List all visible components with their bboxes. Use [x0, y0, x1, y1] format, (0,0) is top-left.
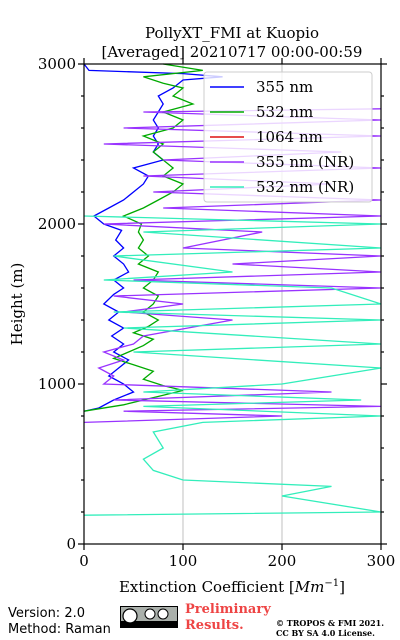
copyright-notice: © TROPOS & FMI 2021. CC BY SA 4.0 Licens… [276, 618, 384, 638]
preliminary-notice: Preliminary Results. [185, 602, 271, 634]
y-axis-label: Height (m) [8, 263, 26, 346]
extinction-chart: PollyXT_FMI at Kuopio [Averaged] 2021071… [8, 24, 396, 596]
version-label: Version: 2.0 [8, 606, 85, 621]
series-line-0 [83, 63, 223, 412]
legend-label-3: 355 nm (NR) [256, 153, 354, 171]
x-tick-label-3: 300 [367, 552, 396, 570]
legend-label-4: 532 nm (NR) [256, 178, 354, 196]
y-tick-label-0: 0 [66, 535, 76, 553]
legend-label-2: 1064 nm [256, 128, 323, 146]
y-tick-label-2: 2000 [38, 215, 76, 233]
cc-license-badge [120, 606, 178, 628]
preliminary-line-2: Results. [185, 618, 244, 633]
x-tick-label-0: 0 [79, 552, 89, 570]
x-tick-label-1: 100 [169, 552, 198, 570]
y-tick-label-3: 3000 [38, 55, 76, 73]
legend: 355 nm 532 nm 1064 nm 355 nm (NR) 532 nm (NR… [203, 71, 373, 203]
chart-title: PollyXT_FMI at Kuopio [145, 24, 319, 42]
series-line-1 [83, 63, 203, 412]
axes-frame [83, 63, 382, 545]
preliminary-line-1: Preliminary [185, 602, 271, 617]
method-label: Method: Raman [8, 622, 111, 637]
legend-box [203, 71, 373, 203]
legend-label-0: 355 nm [256, 78, 313, 96]
copyright-line-2: CC BY SA 4.0 License. [276, 628, 375, 638]
chart-subtitle: [Averaged] 20210717 00:00-00:59 [102, 43, 363, 61]
x-tick-label-2: 200 [268, 552, 297, 570]
series-line-4 [83, 215, 382, 516]
y-tick-label-1: 1000 [38, 375, 76, 393]
x-axis-label: Extinction Coefficient [Mm−1] [119, 578, 345, 596]
copyright-line-1: © TROPOS & FMI 2021. [276, 618, 385, 628]
legend-label-1: 532 nm [256, 103, 313, 121]
